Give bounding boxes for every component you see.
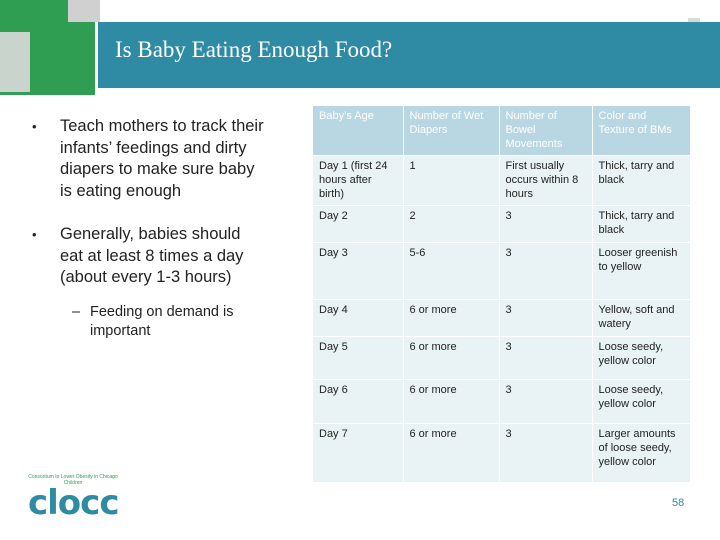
header-cell: Number of Wet Diapers [402, 106, 499, 156]
table-cell: 3 [498, 299, 592, 337]
table-cell: First usually occurs within 8 hours [498, 155, 592, 206]
table-cell: 1 [402, 155, 499, 206]
table-cell: 6 or more [402, 336, 499, 380]
table-cell: Day 6 [313, 379, 403, 424]
table-cell: 6 or more [402, 379, 499, 424]
header-cell: Baby’s Age [313, 106, 403, 156]
table-row: Day 3 5-6 3 Looser greenish to yellow [313, 242, 690, 300]
table-row: Day 5 6 or more 3 Loose seedy, yellow co… [313, 336, 690, 380]
table-cell: 3 [498, 205, 592, 243]
table-cell: Thick, tarry and black [591, 205, 690, 243]
sub-bullet-item: – Feeding on demand is important [30, 303, 265, 341]
table-cell: Loose seedy, yellow color [591, 336, 690, 380]
table-cell: Looser greenish to yellow [591, 242, 690, 300]
table-cell: Day 4 [313, 299, 403, 337]
bullet-text: Teach mothers to track their infants’ fe… [60, 117, 264, 200]
bullet-dot-icon: • [32, 227, 37, 242]
bullet-dot-icon: • [32, 119, 37, 134]
logo-wordmark: clocc [28, 483, 119, 523]
table-row: Day 4 6 or more 3 Yellow, soft and water… [313, 299, 690, 337]
table-cell: Day 5 [313, 336, 403, 380]
diaper-table: Baby’s Age Number of Wet Diapers Number … [313, 106, 690, 483]
table-header-row: Baby’s Age Number of Wet Diapers Number … [313, 106, 690, 156]
sub-bullet-text: Feeding on demand is important [90, 303, 234, 339]
page-number: 58 [672, 497, 685, 509]
table-cell: Larger amounts of loose seedy, yellow co… [591, 423, 690, 483]
decor-square-gray-top [68, 0, 100, 22]
slide-title: Is Baby Eating Enough Food? [115, 37, 393, 62]
table-cell: Thick, tarry and black [591, 155, 690, 206]
decor-square-gray [0, 32, 30, 92]
bullet-item: • Teach mothers to track their infants’ … [30, 116, 265, 202]
table-cell: 6 or more [402, 423, 499, 483]
table-row: Day 7 6 or more 3 Larger amounts of loos… [313, 423, 690, 483]
table-row: Day 2 2 3 Thick, tarry and black [313, 205, 690, 243]
bullet-item: • Generally, babies should eat at least … [30, 224, 265, 289]
dash-icon: – [72, 303, 81, 320]
table-cell: 3 [498, 379, 592, 424]
bullet-list: • Teach mothers to track their infants’ … [30, 116, 265, 341]
table-cell: 2 [402, 205, 499, 243]
table-cell: 6 or more [402, 299, 499, 337]
header-cell: Color and Texture of BMs [591, 106, 690, 156]
title-bar [98, 22, 720, 88]
table-cell: 3 [498, 423, 592, 483]
table-cell: Day 7 [313, 423, 403, 483]
table-row: Day 1 (first 24 hours after birth) 1 Fir… [313, 155, 690, 206]
table-row: Day 6 6 or more 3 Loose seedy, yellow co… [313, 379, 690, 424]
clocc-logo: Consortium to Lower Obesity in Chicago C… [28, 474, 119, 523]
table-cell: 3 [498, 336, 592, 380]
bullet-text: Generally, babies should eat at least 8 … [60, 225, 244, 286]
table-cell: Yellow, soft and watery [591, 299, 690, 337]
table-cell: 5-6 [402, 242, 499, 300]
header-cell: Number of Bowel Movements [498, 106, 592, 156]
table-cell: Day 1 (first 24 hours after birth) [313, 155, 403, 206]
table-cell: Day 3 [313, 242, 403, 300]
table-cell: 3 [498, 242, 592, 300]
table-cell: Day 2 [313, 205, 403, 243]
logo-tagline: Consortium to Lower Obesity in Chicago C… [28, 474, 118, 486]
table-cell: Loose seedy, yellow color [591, 379, 690, 424]
